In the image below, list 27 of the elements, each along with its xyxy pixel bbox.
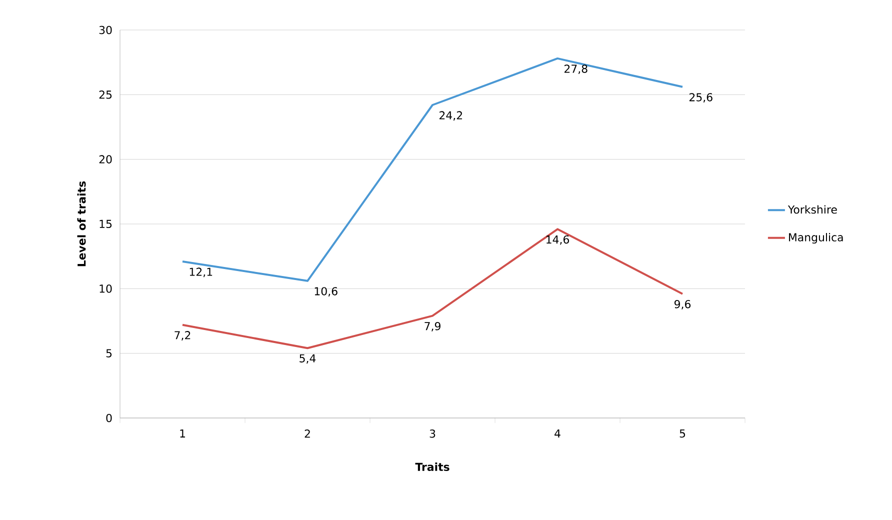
data-label: 27,8 xyxy=(564,64,588,74)
data-label: 12,1 xyxy=(190,268,212,278)
y-tick-label: 20 xyxy=(99,155,112,164)
x-tick-label: 1 xyxy=(180,429,185,438)
y-tick-label: 30 xyxy=(99,26,112,34)
data-label: 9,6 xyxy=(674,300,691,310)
line-series xyxy=(182,57,684,282)
data-label: 10,6 xyxy=(314,287,338,296)
x-axis-title: Traits xyxy=(415,462,450,472)
y-tick-label: 10 xyxy=(100,284,112,293)
data-label: 7,9 xyxy=(424,322,440,332)
x-tick-label: 5 xyxy=(680,429,686,438)
x-tick-label: 3 xyxy=(430,429,436,438)
data-label: 14,6 xyxy=(546,235,570,245)
data-label: 24,2 xyxy=(439,111,462,121)
y-tick-label: 5 xyxy=(106,349,112,358)
legend-label: Yorkshire xyxy=(788,205,837,214)
data-label: 5,4 xyxy=(300,354,316,364)
data-label: 25,6 xyxy=(689,93,712,102)
data-label: 7,2 xyxy=(174,331,190,340)
y-tick-label: 0 xyxy=(106,414,112,422)
y-tick-label: 15 xyxy=(100,220,112,228)
y-axis-title: Level of traits xyxy=(77,181,86,266)
y-tick-label: 25 xyxy=(99,90,112,99)
x-tick-label: 4 xyxy=(554,429,560,438)
x-tick-label: 2 xyxy=(304,429,310,438)
legend-label: Mangulica xyxy=(789,232,843,244)
